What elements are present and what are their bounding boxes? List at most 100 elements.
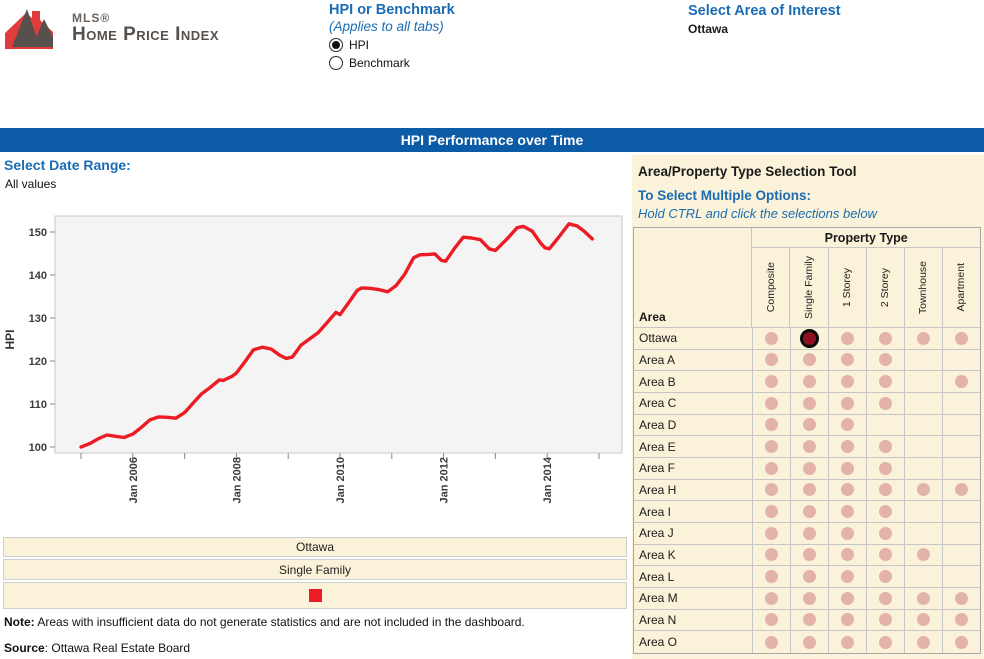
selection-cell[interactable] bbox=[867, 479, 905, 502]
selection-cell[interactable] bbox=[791, 457, 829, 480]
dot[interactable] bbox=[841, 418, 854, 432]
selection-cell[interactable] bbox=[829, 609, 867, 632]
area-of-interest-value[interactable]: Ottawa bbox=[688, 22, 729, 36]
dot[interactable] bbox=[765, 353, 778, 367]
selection-cell[interactable] bbox=[753, 457, 791, 480]
dot[interactable] bbox=[841, 461, 854, 475]
dot[interactable] bbox=[917, 331, 930, 345]
selection-cell[interactable] bbox=[829, 522, 867, 545]
dot[interactable] bbox=[803, 548, 816, 562]
selection-cell[interactable] bbox=[943, 588, 980, 610]
selection-cell[interactable] bbox=[753, 349, 791, 372]
dot[interactable] bbox=[841, 526, 854, 540]
selection-cell[interactable] bbox=[943, 328, 980, 350]
selection-cell[interactable] bbox=[753, 392, 791, 415]
radio-option-benchmark[interactable]: Benchmark bbox=[329, 56, 455, 70]
radio-icon[interactable] bbox=[329, 38, 343, 52]
dot[interactable] bbox=[879, 570, 892, 584]
radio-option-hpi[interactable]: HPI bbox=[329, 38, 455, 52]
dot[interactable] bbox=[803, 375, 816, 389]
selection-cell[interactable] bbox=[867, 457, 905, 480]
legend-swatch[interactable] bbox=[308, 589, 322, 602]
selection-cell[interactable] bbox=[829, 436, 867, 458]
selection-cell[interactable] bbox=[905, 609, 943, 632]
dot[interactable] bbox=[955, 613, 968, 627]
selection-cell[interactable] bbox=[791, 522, 829, 545]
dot[interactable] bbox=[765, 548, 778, 562]
dot[interactable] bbox=[917, 483, 930, 497]
selection-cell[interactable] bbox=[753, 371, 791, 393]
dot[interactable] bbox=[803, 570, 816, 584]
dot[interactable] bbox=[955, 635, 968, 649]
selection-cell[interactable] bbox=[791, 631, 829, 653]
dot[interactable] bbox=[803, 483, 816, 497]
dot[interactable] bbox=[765, 483, 778, 497]
dot[interactable] bbox=[841, 591, 854, 605]
dot[interactable] bbox=[803, 613, 816, 627]
selection-cell[interactable] bbox=[753, 522, 791, 545]
dot[interactable] bbox=[765, 570, 778, 584]
dot[interactable] bbox=[879, 613, 892, 627]
selection-cell[interactable] bbox=[867, 566, 905, 588]
selection-cell[interactable] bbox=[905, 631, 943, 653]
dot[interactable] bbox=[841, 331, 854, 345]
selection-cell[interactable] bbox=[867, 609, 905, 632]
dot[interactable] bbox=[765, 418, 778, 432]
selection-cell[interactable] bbox=[753, 631, 791, 653]
dot[interactable] bbox=[765, 331, 778, 345]
selection-cell[interactable] bbox=[791, 392, 829, 415]
dot[interactable] bbox=[803, 591, 816, 605]
dot[interactable] bbox=[917, 548, 930, 562]
dot[interactable] bbox=[879, 331, 892, 345]
selection-cell[interactable] bbox=[753, 544, 791, 567]
selection-cell[interactable] bbox=[829, 371, 867, 393]
dot[interactable] bbox=[879, 548, 892, 562]
dot[interactable] bbox=[841, 505, 854, 519]
dot[interactable] bbox=[765, 526, 778, 540]
selection-cell[interactable] bbox=[943, 610, 980, 632]
selection-cell[interactable] bbox=[791, 501, 829, 523]
selection-cell[interactable] bbox=[867, 328, 905, 350]
selection-cell[interactable] bbox=[753, 566, 791, 588]
selection-cell[interactable] bbox=[829, 501, 867, 523]
dot[interactable] bbox=[879, 461, 892, 475]
legend-swatch-row[interactable] bbox=[3, 582, 627, 609]
dot[interactable] bbox=[803, 505, 816, 519]
selection-cell[interactable] bbox=[791, 414, 829, 437]
dot[interactable] bbox=[841, 548, 854, 562]
selection-cell[interactable] bbox=[791, 609, 829, 632]
selected-dot[interactable] bbox=[800, 328, 819, 348]
dot[interactable] bbox=[879, 353, 892, 367]
selection-cell[interactable] bbox=[867, 587, 905, 610]
selection-cell[interactable] bbox=[791, 371, 829, 393]
selection-cell[interactable] bbox=[867, 349, 905, 372]
selection-cell[interactable] bbox=[791, 587, 829, 610]
selection-cell[interactable] bbox=[753, 414, 791, 437]
selection-cell[interactable] bbox=[791, 544, 829, 567]
dot[interactable] bbox=[879, 440, 892, 454]
dot[interactable] bbox=[879, 375, 892, 389]
dot[interactable] bbox=[841, 440, 854, 454]
selection-cell[interactable] bbox=[943, 480, 980, 502]
selection-cell[interactable] bbox=[753, 328, 791, 350]
dot[interactable] bbox=[803, 353, 816, 367]
dot[interactable] bbox=[803, 526, 816, 540]
selection-cell[interactable] bbox=[753, 436, 791, 458]
radio-icon[interactable] bbox=[329, 56, 343, 70]
dot[interactable] bbox=[841, 353, 854, 367]
dot[interactable] bbox=[765, 613, 778, 627]
selection-cell[interactable] bbox=[829, 587, 867, 610]
hpi-series-line[interactable] bbox=[79, 222, 594, 449]
dot[interactable] bbox=[803, 396, 816, 410]
selection-cell[interactable] bbox=[791, 566, 829, 588]
selection-cell[interactable] bbox=[867, 436, 905, 458]
dot[interactable] bbox=[803, 461, 816, 475]
dot[interactable] bbox=[765, 461, 778, 475]
legend-type-row[interactable]: Single Family bbox=[3, 559, 627, 580]
selection-cell[interactable] bbox=[791, 479, 829, 502]
selection-cell[interactable] bbox=[829, 479, 867, 502]
selection-cell[interactable] bbox=[829, 392, 867, 415]
dot[interactable] bbox=[803, 440, 816, 454]
selection-cell[interactable] bbox=[867, 501, 905, 523]
dot[interactable] bbox=[917, 613, 930, 627]
